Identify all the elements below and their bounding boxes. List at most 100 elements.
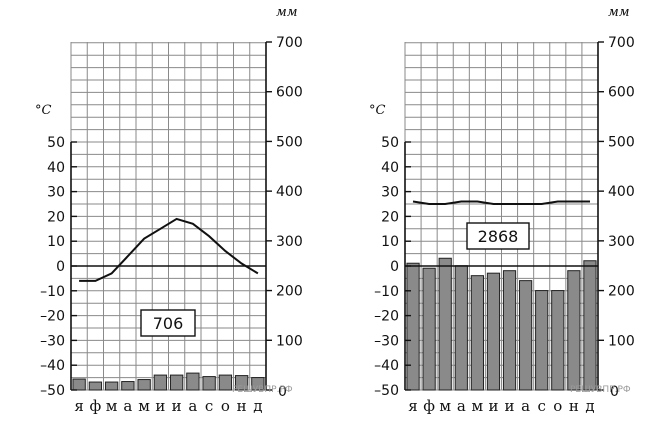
- month-label-11: н: [569, 397, 579, 415]
- temp-tick-label: –10: [40, 284, 65, 300]
- month-label-8: а: [188, 397, 197, 415]
- precip-unit-label: мм: [276, 5, 298, 20]
- precip-bar-10: [551, 290, 565, 391]
- precip-total-value: 706: [153, 314, 184, 333]
- temperature-line: [412, 200, 590, 205]
- precip-unit-label: мм: [608, 5, 630, 20]
- precip-bar-6: [486, 272, 501, 391]
- precip-tick-label: 500: [276, 134, 303, 150]
- temp-tick-label: 30: [381, 185, 399, 201]
- temp-tick-label: 10: [381, 234, 399, 250]
- month-label-5: м: [138, 397, 150, 415]
- temp-tick-label: 40: [381, 160, 399, 176]
- watermark: РЕШУВПР.РФ: [232, 385, 293, 395]
- month-label-1: я: [74, 397, 83, 415]
- month-label-11: н: [237, 397, 247, 415]
- month-label-7: и: [505, 397, 515, 415]
- temp-tick-label: 40: [47, 160, 65, 176]
- precip-tick-label: 200: [276, 284, 303, 300]
- precip-bar-6: [153, 374, 168, 391]
- precip-tick-label: 200: [608, 284, 635, 300]
- precip-total-box: [140, 309, 196, 337]
- precip-bar-7: [169, 374, 184, 391]
- precip-bar-1: [406, 262, 420, 391]
- temp-unit-label: °C: [35, 103, 52, 118]
- precip-tick-label: 300: [276, 234, 303, 250]
- precip-bar-4: [121, 381, 135, 391]
- temp-tick-label: –50: [374, 383, 399, 399]
- month-label-6: и: [155, 397, 165, 415]
- precip-bar-11: [567, 270, 581, 391]
- month-label-4: а: [457, 397, 466, 415]
- month-label-1: я: [408, 397, 417, 415]
- precip-bar-5: [137, 379, 151, 391]
- temp-tick-label: –20: [374, 309, 399, 325]
- precip-bar-12: [583, 260, 597, 391]
- month-label-6: и: [488, 397, 498, 415]
- month-label-10: о: [553, 397, 562, 415]
- chart-2: 50403020100–10–20–30–40–50°C700600500400…: [369, 5, 635, 415]
- month-label-9: с: [205, 397, 213, 415]
- month-label-2: ф: [423, 397, 435, 415]
- precip-tick-label: 100: [608, 333, 635, 349]
- precip-zero-label: 0: [610, 384, 619, 400]
- precip-bar-3: [104, 381, 119, 391]
- temp-unit-label: °C: [369, 103, 386, 118]
- temp-tick-label: 50: [47, 135, 65, 151]
- temp-tick-label: –50: [40, 383, 65, 399]
- month-label-5: м: [472, 397, 484, 415]
- precip-bar-3: [438, 257, 452, 391]
- precip-tick-label: 300: [608, 234, 635, 250]
- precip-bar-10: [218, 374, 233, 391]
- precip-tick-label: 600: [608, 85, 635, 101]
- precip-tick-label: 100: [276, 333, 303, 349]
- month-label-10: о: [221, 397, 230, 415]
- precip-bar-9: [202, 376, 216, 391]
- month-label-9: с: [538, 397, 546, 415]
- month-label-3: м: [106, 397, 118, 415]
- temp-tick-label: –40: [374, 358, 399, 374]
- month-label-4: а: [123, 397, 132, 415]
- chart-1: 50403020100–10–20–30–40–50°C700600500400…: [35, 5, 303, 415]
- precip-total-box: [466, 222, 530, 250]
- temp-tick-label: 50: [381, 135, 399, 151]
- month-label-12: д: [585, 397, 594, 415]
- month-label-3: м: [439, 397, 451, 415]
- precip-bar-2: [88, 381, 103, 391]
- temp-tick-label: –10: [374, 284, 399, 300]
- temp-tick-label: 20: [47, 209, 65, 225]
- temp-tick-label: –20: [40, 309, 65, 325]
- precip-tick-label: 500: [608, 134, 635, 150]
- month-label-2: ф: [90, 397, 102, 415]
- month-label-8: а: [521, 397, 530, 415]
- precip-bar-12: [251, 377, 265, 391]
- month-label-7: и: [172, 397, 182, 415]
- precip-bar-2: [422, 267, 436, 391]
- precip-bar-4: [454, 265, 468, 391]
- precip-bar-7: [502, 270, 517, 391]
- precip-bar-9: [535, 290, 549, 391]
- precip-tick-label: 600: [276, 85, 303, 101]
- precip-tick-label: 400: [276, 184, 303, 200]
- precip-zero-label: 0: [278, 384, 287, 400]
- temperature-line: [79, 217, 259, 282]
- precip-bar-1: [72, 378, 86, 391]
- precip-bar-8: [186, 372, 200, 391]
- precip-bar-5: [470, 275, 484, 391]
- precip-bar-11: [234, 375, 249, 391]
- temp-tick-label: 20: [381, 209, 399, 225]
- precip-total-value: 2868: [478, 227, 519, 246]
- temp-tick-label: 0: [56, 259, 65, 275]
- temp-tick-label: 10: [47, 234, 65, 250]
- temp-tick-label: –30: [40, 333, 65, 349]
- temp-tick-label: 30: [47, 185, 65, 201]
- precip-tick-label: 400: [608, 184, 635, 200]
- temp-tick-label: –30: [374, 333, 399, 349]
- month-label-12: д: [253, 397, 262, 415]
- temp-tick-label: –40: [40, 358, 65, 374]
- precip-bar-8: [519, 280, 533, 391]
- watermark: РЕШУВПР.РФ: [570, 385, 631, 395]
- precip-tick-label: 700: [608, 35, 635, 51]
